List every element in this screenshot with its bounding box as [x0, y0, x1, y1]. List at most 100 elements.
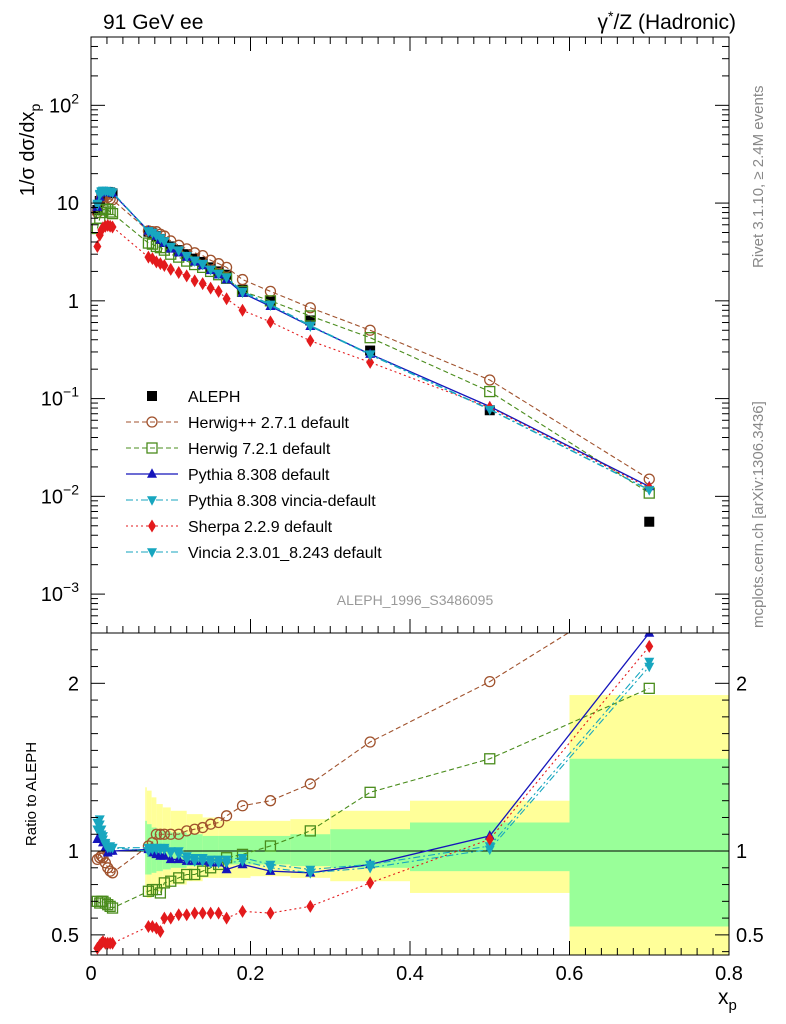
main-ylabel: 1/σ dσ/dxp	[17, 104, 43, 197]
ratio-data-point	[96, 830, 107, 840]
ratio-data-point	[158, 828, 171, 840]
main-y-tick-label: 10−1	[41, 384, 79, 411]
main-data-point	[166, 262, 175, 276]
main-y-tick-label: 1	[68, 291, 79, 313]
main-data-point	[304, 302, 316, 314]
main-data-point	[484, 405, 495, 416]
ratio-data-point	[222, 911, 231, 925]
ratio-data-point	[265, 864, 276, 874]
legend-entry: Pythia 8.308 default	[126, 467, 330, 484]
ratio-data-point	[644, 662, 655, 673]
ratio-data-point	[165, 875, 177, 887]
ratio-data-point	[150, 883, 163, 896]
ratio-data-point	[485, 832, 494, 846]
main-data-point	[484, 374, 496, 386]
stat-uncertainty-band	[569, 758, 729, 927]
ratio-data-point	[107, 843, 118, 854]
main-series-line	[96, 195, 650, 480]
ratio-y-tick-label-right: 2	[736, 673, 747, 695]
legend-entry: Herwig 7.2.1 default	[126, 441, 331, 458]
x-tick-label: 0.6	[556, 963, 584, 985]
main-data-point	[236, 273, 249, 286]
ratio-data-point	[181, 855, 192, 866]
ratio-data-point	[104, 900, 116, 913]
legend-marker	[146, 416, 158, 428]
main-series-5	[93, 218, 654, 495]
main-data-point	[182, 269, 191, 283]
rivet-version-label: Rivet 3.1.10, ≥ 2.4M events	[750, 86, 767, 269]
main-y-tick-label: 102	[49, 90, 79, 117]
main-data-point	[160, 258, 169, 272]
ratio-data-point	[106, 902, 119, 914]
ratio-series-4	[93, 639, 654, 955]
main-data-point	[197, 260, 208, 271]
main-series-6	[92, 187, 655, 496]
legend-marker	[147, 468, 157, 478]
ratio-data-point	[142, 885, 155, 897]
ratio-data-point	[645, 639, 654, 653]
ratio-data-point	[205, 859, 216, 869]
ratio-data-point	[220, 810, 233, 822]
ratio-data-point	[304, 825, 316, 837]
main-data-point	[365, 351, 376, 361]
ratio-data-point	[181, 825, 193, 837]
ratio-data-point	[156, 925, 165, 939]
main-data-point	[237, 288, 248, 299]
ratio-data-point	[366, 876, 375, 890]
main-data-point	[106, 207, 119, 220]
legend-label: ALEPH	[188, 389, 240, 406]
ratio-data-point	[266, 906, 275, 920]
ratio-series-group	[91, 633, 655, 955]
header-left: 91 GeV ee	[103, 11, 203, 34]
ratio-data-point	[236, 800, 249, 812]
ratio-data-point	[99, 857, 112, 869]
ratio-data-point	[206, 906, 215, 920]
ratio-y-tick-label-right: 0.5	[736, 925, 764, 947]
main-data-point	[305, 322, 316, 332]
x-tick-label: 0.8	[715, 963, 743, 985]
main-data-point	[205, 265, 216, 276]
main-series-group	[91, 186, 655, 527]
legend-label: Pythia 8.308 vincia-default	[188, 493, 376, 510]
ratio-data-point	[644, 657, 655, 668]
ratio-data-point	[204, 818, 217, 830]
legend-label: Pythia 8.308 default	[188, 467, 330, 484]
main-data-point	[366, 355, 375, 369]
ratio-data-point	[159, 845, 170, 856]
main-data-point	[173, 247, 184, 257]
ratio-data-point	[365, 864, 376, 874]
main-data-point	[306, 334, 315, 348]
ratio-data-point	[158, 877, 171, 889]
legend-label: Sherpa 2.2.9 default	[188, 519, 333, 536]
ratio-data-point	[150, 828, 163, 840]
ratio-series-line	[97, 633, 570, 874]
ratio-data-point	[173, 850, 184, 861]
ratio-data-point	[644, 633, 655, 637]
ratio-data-point	[484, 753, 496, 765]
ratio-data-point	[197, 857, 208, 867]
ratio-data-point	[160, 911, 169, 925]
legend-marker	[147, 391, 157, 401]
main-data-point	[174, 265, 183, 279]
main-series-line	[96, 224, 650, 489]
ratio-data-point	[97, 835, 108, 846]
main-data-point	[190, 274, 199, 288]
x-tick-label: 0	[85, 963, 96, 985]
ratio-data-point	[643, 682, 655, 694]
ratio-data-point	[214, 906, 223, 920]
ratio-data-point	[106, 867, 119, 879]
ratio-data-point	[165, 828, 177, 840]
ratio-data-point	[304, 778, 316, 790]
ratio-data-point	[238, 904, 247, 918]
mcplots-label: mcplots.cern.ch [arXiv:1306.3436]	[750, 401, 767, 628]
legend-label: Herwig++ 2.7.1 default	[188, 415, 350, 432]
legend-marker	[147, 496, 157, 506]
main-data-point	[644, 486, 655, 496]
main-data-point	[266, 315, 275, 329]
ratio-data-point	[174, 908, 183, 922]
x-axis-label: xp	[718, 986, 737, 1014]
main-data-point	[214, 284, 223, 298]
ratio-uncertainty-bands	[145, 695, 729, 955]
legend-marker	[146, 442, 158, 454]
main-series-1	[91, 190, 655, 485]
